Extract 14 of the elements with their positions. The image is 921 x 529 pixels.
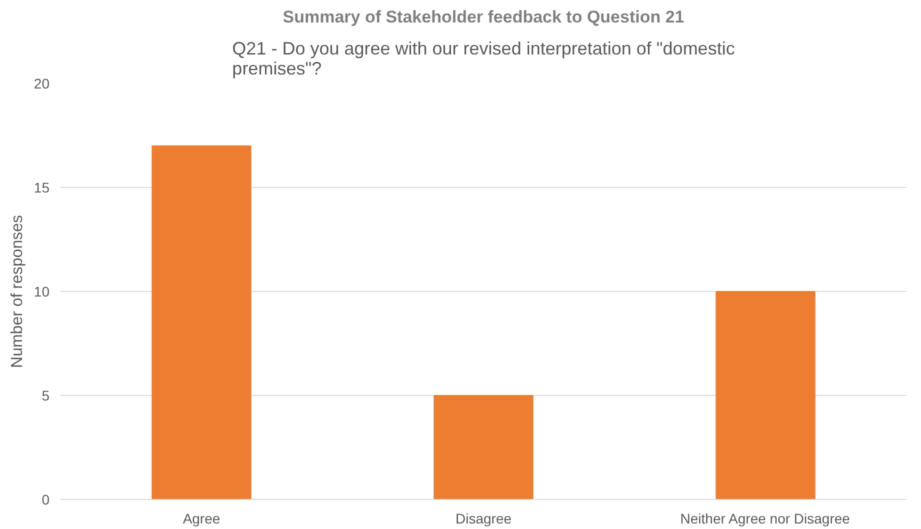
bar — [716, 291, 816, 500]
x-tick-label: Agree — [182, 510, 220, 526]
y-tick-label: 20 — [34, 76, 50, 92]
y-tick-label: 0 — [42, 492, 50, 508]
y-axis-title: Number of responses — [8, 215, 26, 368]
chart-title: Q21 - Do you agree with our revised interpretation of "domestic premises"? — [232, 38, 735, 78]
y-tick-label: 5 — [42, 388, 50, 404]
y-tick-label: 10 — [34, 284, 50, 300]
text: Summary of Stakeholder feedback to Question 21 — [282, 8, 684, 26]
x-tick-label: Disagree — [455, 510, 512, 526]
bar — [152, 145, 252, 500]
bar — [434, 395, 534, 500]
y-tick-label: 15 — [34, 180, 50, 196]
x-tick-label: Neither Agree nor Disagree — [680, 510, 850, 526]
